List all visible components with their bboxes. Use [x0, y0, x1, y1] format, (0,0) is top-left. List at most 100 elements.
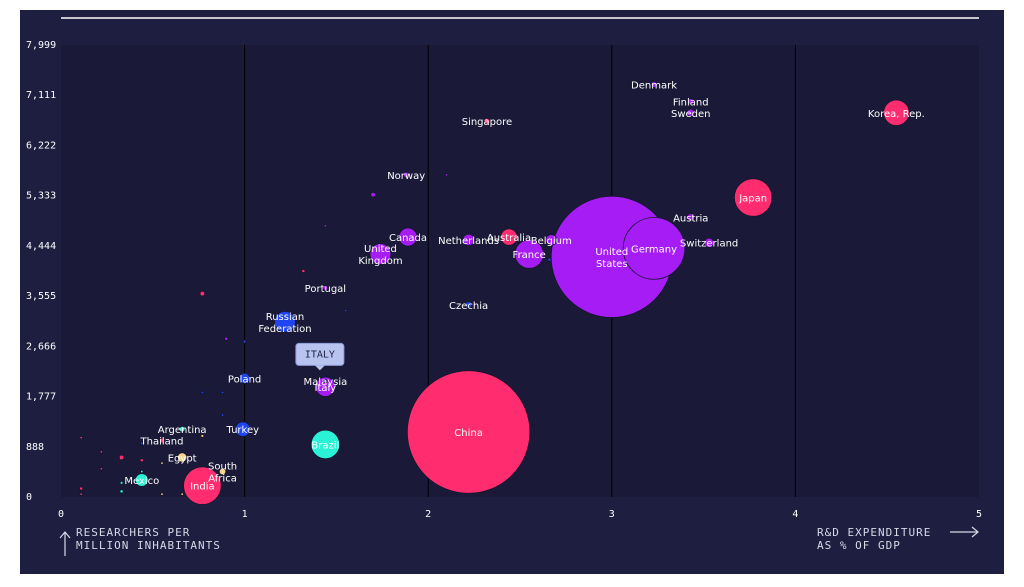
data-point — [99, 467, 104, 471]
data-point — [79, 486, 84, 491]
data-point — [140, 469, 144, 474]
tooltip-text: ITALY — [305, 349, 335, 360]
x-axis-label: R&D EXPENDITURE — [817, 526, 931, 539]
y-tick-label: 4,444 — [26, 241, 56, 252]
point-label: Finland — [673, 97, 709, 108]
point-label: Germany — [631, 244, 677, 255]
data-point — [514, 239, 544, 269]
point-label: Australia — [487, 233, 531, 244]
y-tick-label: 888 — [26, 442, 44, 453]
point-label: South Africa — [208, 462, 237, 485]
data-point — [369, 243, 392, 265]
data-point — [160, 461, 164, 465]
data-point — [323, 224, 328, 228]
point-label: India — [190, 482, 215, 493]
point-label: Denmark — [631, 80, 677, 91]
data-point — [234, 421, 251, 437]
data-point — [462, 233, 475, 247]
point-label: Japan — [738, 194, 767, 205]
data-point — [160, 492, 164, 496]
x-tick-label: 5 — [976, 509, 982, 520]
y-tick-label: 1,777 — [26, 392, 56, 403]
data-point — [883, 99, 910, 126]
data-point — [79, 435, 83, 440]
point-label: United Kingdom — [358, 244, 402, 267]
data-point — [545, 234, 558, 246]
y-tick-label: 7,999 — [26, 40, 56, 51]
data-point — [444, 173, 449, 177]
y-axis-label: MILLION INHABITANTS — [76, 539, 221, 552]
data-point — [140, 441, 144, 446]
x-tick-label: 0 — [58, 509, 64, 520]
point-label: United States — [595, 247, 628, 270]
point-label: Egypt — [168, 453, 197, 464]
data-point — [218, 467, 227, 476]
x-axis-arrow-icon — [950, 526, 979, 538]
data-point — [200, 390, 205, 395]
point-label: Italy — [315, 383, 337, 394]
data-point — [650, 81, 658, 88]
y-tick-label: 5,333 — [26, 191, 56, 202]
point-label: Netherlands — [438, 236, 499, 247]
point-label: Czechia — [449, 301, 488, 312]
data-point — [310, 429, 341, 460]
y-axis-arrow-icon — [59, 531, 71, 556]
point-label: Turkey — [225, 425, 259, 436]
data-point — [687, 98, 695, 105]
y-tick-label: 2,666 — [26, 341, 56, 352]
data-point — [343, 308, 348, 313]
point-label: France — [513, 250, 546, 261]
x-tick-label: 4 — [792, 509, 798, 520]
data-point — [180, 492, 184, 496]
y-tick-label: 0 — [26, 492, 32, 503]
data-point — [200, 434, 205, 438]
data-point — [139, 458, 144, 463]
data-point — [220, 413, 225, 417]
point-label: Mexico — [124, 476, 159, 487]
data-point — [220, 390, 225, 395]
x-tick-label: 2 — [425, 509, 431, 520]
data-point — [733, 178, 773, 217]
data-point — [119, 480, 124, 485]
data-point — [547, 257, 552, 262]
data-point — [178, 425, 186, 433]
tooltip-pointer — [314, 365, 325, 371]
data-point — [79, 492, 83, 496]
y-axis-label: RESEARCHERS PER — [76, 526, 190, 539]
data-point — [322, 285, 329, 291]
data-point — [274, 310, 296, 333]
data-point — [242, 339, 247, 344]
data-point — [301, 268, 306, 274]
point-label: Belgium — [531, 236, 572, 247]
point-label: Canada — [389, 233, 427, 244]
data-point — [402, 171, 410, 179]
x-axis-label: AS % OF GDP — [817, 539, 901, 552]
data-point — [686, 213, 695, 222]
data-point — [315, 376, 336, 397]
point-label: Russian Federation — [258, 312, 311, 335]
x-tick-label: 3 — [609, 509, 615, 520]
point-label: China — [454, 428, 483, 439]
bubble-chart: 0 888 1,777 2,666 3,555 4,444 5,333 6,222 7,111 7… — [26, 17, 982, 556]
data-point — [238, 372, 251, 384]
point-label: Austria — [673, 213, 708, 224]
chart-frame: 0 888 1,777 2,666 3,555 4,444 5,333 6,222 7,111 7… — [20, 10, 1004, 574]
point-label: Portugal — [305, 284, 346, 295]
data-point — [370, 191, 376, 198]
data-point — [177, 452, 188, 463]
point-label: Poland — [228, 374, 261, 385]
data-point — [224, 336, 229, 341]
data-point — [406, 370, 531, 494]
x-tick-label: 1 — [242, 509, 248, 520]
y-tick-label: 7,111 — [26, 90, 56, 101]
point-label: Thailand — [140, 436, 184, 447]
data-point — [199, 290, 206, 297]
data-point — [483, 117, 491, 125]
y-tick-label: 6,222 — [26, 140, 56, 151]
point-label: Singapore — [462, 117, 512, 128]
point-label: Malaysia — [304, 377, 348, 388]
data-point — [134, 473, 149, 487]
data-point — [622, 217, 686, 280]
point-label: Argentina — [158, 425, 207, 436]
data-point — [686, 108, 695, 117]
